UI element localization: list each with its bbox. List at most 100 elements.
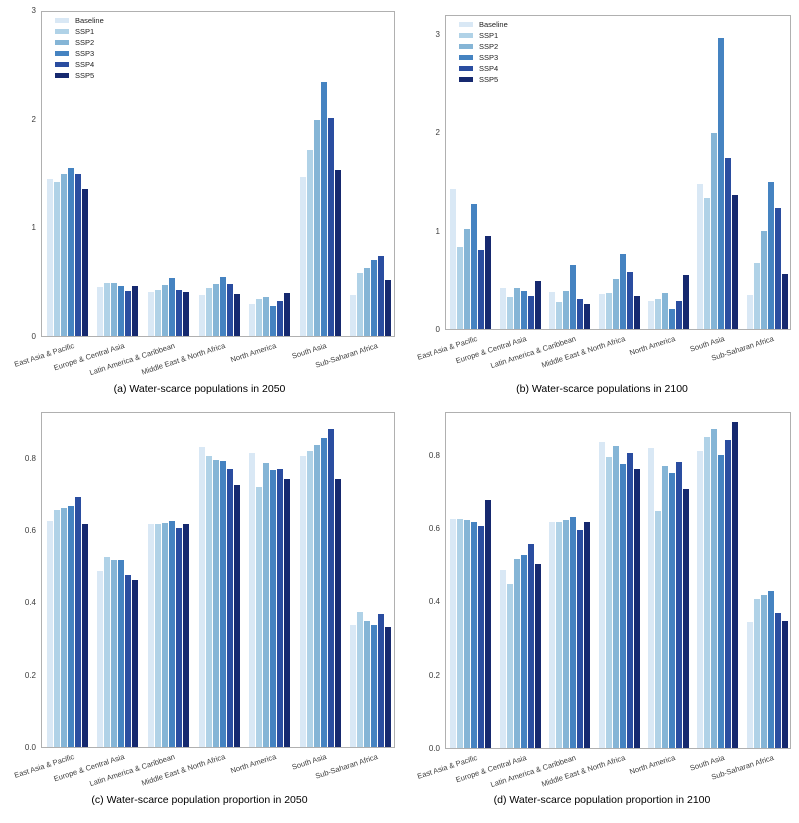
legend-label: SSP5	[479, 75, 499, 84]
panel-caption-a: (a) Water-scarce populations in 2050	[113, 383, 286, 395]
bar-ssp4	[577, 530, 584, 748]
bar-baseline	[198, 295, 205, 336]
y-axis-tick-label: 0.6	[428, 524, 440, 534]
bar-ssp1	[205, 456, 212, 747]
bar-ssp5	[233, 485, 240, 747]
bar-ssp4	[478, 250, 485, 329]
bar-ssp4	[626, 272, 633, 329]
bar-ssp5	[284, 293, 291, 336]
bar-ssp4	[527, 296, 534, 329]
legend-item: SSP4	[55, 61, 104, 68]
bar-ssp1	[556, 302, 563, 329]
bar-ssp2	[760, 231, 767, 329]
bar-ssp1	[704, 437, 711, 748]
bar-ssp1	[704, 198, 711, 329]
bar-ssp3	[668, 473, 675, 748]
bar-ssp3	[371, 625, 378, 747]
bar-ssp5	[633, 296, 640, 329]
y-axis-tick-label: 0.6	[24, 526, 36, 536]
y-axis-tick-label: 3	[31, 6, 36, 15]
bar-ssp3	[219, 461, 226, 747]
bar-baseline	[598, 294, 605, 329]
bar-baseline	[350, 295, 357, 336]
chart-panel-b: Baseline SSP1 SSP2 SSP3 SSP4 SSP5 (b) Water-s…	[405, 0, 799, 405]
bar-ssp4	[478, 526, 485, 748]
bar-ssp2	[161, 285, 168, 336]
bar-ssp3	[520, 291, 527, 329]
bar-ssp4	[327, 118, 334, 336]
bar-ssp1	[306, 150, 313, 336]
bar-ssp5	[81, 189, 88, 336]
bar-ssp4	[774, 613, 781, 748]
bar-ssp5	[633, 469, 640, 748]
y-axis-tick-label: 0.8	[24, 453, 36, 463]
bar-ssp2	[513, 559, 520, 748]
y-axis-tick-label: 0.0	[24, 743, 36, 752]
legend-item: Baseline	[459, 21, 508, 28]
bar-ssp2	[464, 520, 471, 748]
bar-ssp4	[327, 429, 334, 747]
bar-ssp1	[753, 263, 760, 329]
bar-ssp3	[471, 204, 478, 329]
panel-caption-c: (c) Water-scarce population proportion i…	[91, 794, 308, 806]
bar-ssp2	[263, 297, 270, 336]
bar-ssp3	[320, 82, 327, 336]
legend-label: SSP1	[75, 27, 95, 36]
legend-item: SSP2	[55, 39, 104, 46]
y-axis-tick-label: 2	[435, 128, 440, 138]
bar-ssp3	[320, 438, 327, 747]
bar-baseline	[350, 625, 357, 747]
legend-swatch-icon	[55, 73, 69, 78]
bar-ssp5	[584, 522, 591, 748]
bar-ssp1	[205, 288, 212, 336]
bar-ssp4	[675, 301, 682, 329]
bar-ssp4	[74, 497, 81, 747]
bar-ssp5	[534, 281, 541, 329]
bar-ssp2	[111, 283, 118, 336]
bar-ssp2	[364, 268, 371, 336]
legend-swatch-icon	[459, 44, 473, 49]
legend-swatch-icon	[55, 18, 69, 23]
bar-ssp1	[306, 451, 313, 747]
panel-caption-b: (b) Water-scarce populations in 2100	[516, 383, 688, 395]
bar-ssp4	[175, 290, 182, 336]
plot-area-c	[41, 412, 395, 748]
legend-swatch-icon	[55, 51, 69, 56]
bar-ssp4	[378, 256, 385, 336]
bar-ssp5	[385, 627, 392, 747]
bar-ssp5	[534, 564, 541, 748]
legend-swatch-icon	[55, 62, 69, 67]
bar-baseline	[746, 622, 753, 748]
bar-ssp2	[612, 279, 619, 329]
bar-ssp3	[668, 309, 675, 329]
bar-ssp1	[357, 612, 364, 747]
bar-ssp2	[111, 560, 118, 747]
bar-ssp1	[753, 599, 760, 748]
bar-ssp5	[485, 236, 492, 329]
bar-ssp2	[760, 595, 767, 748]
bar-ssp5	[732, 195, 739, 329]
bar-ssp2	[661, 466, 668, 748]
bar-ssp5	[334, 479, 341, 747]
bar-baseline	[46, 179, 53, 336]
bar-ssp1	[154, 290, 161, 336]
bar-ssp5	[385, 280, 392, 336]
bar-ssp2	[313, 120, 320, 336]
y-axis-tick-label: 3	[435, 29, 440, 39]
bar-ssp1	[605, 293, 612, 329]
bar-ssp3	[270, 470, 277, 747]
bar-ssp5	[584, 304, 591, 329]
legend-label: SSP4	[479, 64, 499, 73]
bar-baseline	[147, 524, 154, 747]
bar-ssp3	[570, 517, 577, 748]
bar-ssp2	[563, 291, 570, 329]
y-axis-tick-label: 2	[31, 114, 36, 124]
bar-baseline	[198, 447, 205, 747]
bar-ssp1	[256, 299, 263, 336]
bar-ssp1	[457, 247, 464, 329]
legend-item: SSP4	[459, 65, 508, 72]
legend: Baseline SSP1 SSP2 SSP3 SSP4 SSP5	[55, 17, 104, 79]
legend-swatch-icon	[459, 22, 473, 27]
bar-ssp5	[682, 275, 689, 329]
bar-ssp3	[118, 286, 125, 336]
